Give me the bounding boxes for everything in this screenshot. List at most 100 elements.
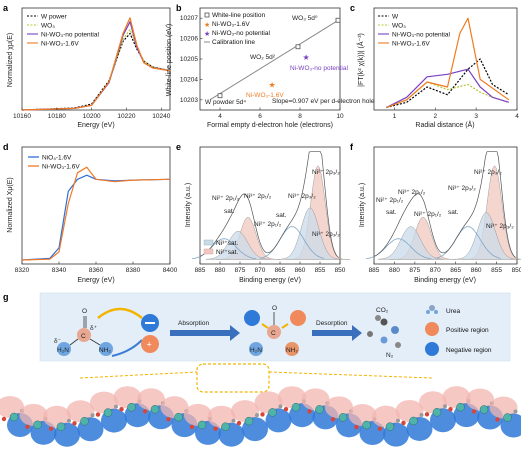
point-label-ni-np: Ni-WO₃-no potential xyxy=(290,65,348,72)
panel-f: f 885 880 875 870 865 860 855 850 Binding energ… xyxy=(350,142,521,284)
panel-b-label: b xyxy=(176,3,182,13)
nh2-left-label: H₂N xyxy=(57,347,69,354)
ni-atom xyxy=(268,408,277,417)
tick-label-d: 8340 xyxy=(52,267,67,274)
tick-label-e: 860 xyxy=(295,267,306,274)
legend-calib: Calibration line xyxy=(212,39,255,46)
plus-sign: + xyxy=(147,340,152,350)
panel-b-xlabel: Formal empty d-electron hole (electrons) xyxy=(207,122,333,129)
point-label-ni-16: Ni-WO₃-1.6V xyxy=(246,92,284,99)
tick-label-f: 860 xyxy=(471,267,482,274)
panel-b-yticks: 10203 10204 10205 10206 10207 xyxy=(180,15,203,104)
bond-cn-left xyxy=(69,338,79,346)
tick-label-d: 8320 xyxy=(15,267,30,274)
ni-atom xyxy=(197,420,207,430)
ytick-label-b: 10207 xyxy=(180,15,198,22)
product-bubble xyxy=(380,318,388,326)
tick-label-f: 875 xyxy=(409,267,420,274)
series-line-d-0 xyxy=(21,174,171,261)
series-line-c-2 xyxy=(386,68,509,109)
f-peak-label-5: Ni²⁺ 2p₁/₂ xyxy=(414,211,442,218)
legend-c-wo3: WO₃ xyxy=(392,23,406,30)
adsorbed-nitrogen-right xyxy=(285,342,299,356)
w-atom xyxy=(67,418,71,423)
e-peak-label-5: Ni²⁺ 2p₁/₂ xyxy=(254,221,282,228)
tick-label-b: 10 xyxy=(336,113,344,120)
oxygen-atom xyxy=(424,412,430,417)
delta-plus-label: δ⁺ xyxy=(90,325,97,332)
tick-label-b: 4 xyxy=(218,113,222,120)
panel-c-xlabel: Radial distance (Å) xyxy=(415,120,474,129)
oxygen-atom xyxy=(330,417,336,422)
f-peak-label-2: Ni³⁺ 2p₃/₂ xyxy=(448,185,476,192)
legend-wo3: WO₃ xyxy=(41,23,55,30)
oxygen-label: O xyxy=(82,308,87,315)
oxygen-atom xyxy=(307,409,312,414)
carbon-atom xyxy=(77,328,91,342)
tick-label-e: 875 xyxy=(235,267,246,274)
legend-w: W power xyxy=(41,14,67,21)
positive-region-ball xyxy=(141,335,159,353)
legend-e-ni2: Ni²⁺sat. xyxy=(216,249,238,256)
tick-label-f: 870 xyxy=(430,267,441,274)
tick-label-e: 870 xyxy=(255,267,266,274)
positive-lobe xyxy=(0,396,24,418)
panel-a-frame xyxy=(21,7,171,111)
f-sat-1: sat. xyxy=(386,209,397,216)
ni-atom xyxy=(338,413,348,422)
adsorbed-nh2-right: NH₂ xyxy=(286,347,298,354)
e-sat-2: sat. xyxy=(276,212,287,219)
zoom-callout-box xyxy=(196,363,270,393)
positive-lobe xyxy=(395,399,424,422)
panel-b-legend: White-line position ★ Ni-WO₃-1.6V ★ Ni-W… xyxy=(204,12,270,46)
panel-c-label: c xyxy=(350,3,355,13)
legend-d-nio: NiO₄-1.6V xyxy=(42,155,72,162)
panel-f-xticks: 885 880 875 870 865 860 855 850 xyxy=(369,261,521,274)
panel-e-frame xyxy=(199,146,341,265)
oxygen-atom xyxy=(260,412,265,417)
panel-f-label: f xyxy=(350,142,354,152)
f-peak-label-1: Ni²⁺ 2p₃/₂ xyxy=(474,169,502,176)
tick-label-a: 10220 xyxy=(117,113,135,120)
ni-atom xyxy=(479,405,489,414)
ni-atom xyxy=(150,405,160,414)
panel-c-xticks: 1 2 3 4 xyxy=(393,107,519,120)
panel-c-ylabel: |FT(k² χ(k))| (Å⁻³) xyxy=(356,33,365,87)
legend-whiteline: White-line position xyxy=(212,12,265,19)
legend-ni16: Ni-WO₃-1.6V xyxy=(212,21,250,28)
tick-label-f: 880 xyxy=(389,267,400,274)
panel-a-xticks: 10160 10180 10200 10220 10240 xyxy=(13,107,171,120)
panel-e-peaks xyxy=(191,151,351,260)
w-atom xyxy=(90,413,95,418)
urea-molecule-left: O C H₂N NH₂ δ⁺ δ⁻ xyxy=(54,308,113,356)
adsorbed-carbon-atom xyxy=(267,325,281,339)
star-ni-16: ★ xyxy=(269,81,276,90)
product-bubble xyxy=(391,326,399,334)
panel-a-series xyxy=(21,17,171,111)
panel-c-series xyxy=(386,17,510,109)
tick-label-c: 3 xyxy=(474,113,478,120)
series-line-a-3 xyxy=(21,17,171,111)
oxygen-atom xyxy=(448,406,453,412)
panel-e: e 885 880 875 870 865 860 855 850 Binding energ… xyxy=(176,142,351,284)
w-atom xyxy=(396,418,400,423)
tick-label-e: 885 xyxy=(195,267,206,274)
sat-peak-e-0 xyxy=(259,226,325,259)
white-line-point xyxy=(295,44,301,50)
legend-d-niwo3: Ni-WO₃-1.6V xyxy=(42,164,80,171)
oxygen-atom xyxy=(213,426,218,431)
positive-lobe xyxy=(442,386,471,409)
ni-atom xyxy=(432,408,442,417)
positive-lobe xyxy=(419,391,447,414)
legend-e-swatch-ni3 xyxy=(203,239,214,246)
panel-d-label: d xyxy=(3,142,9,152)
positive-lobe xyxy=(372,405,400,428)
w-atom xyxy=(278,404,283,409)
positive-lobe xyxy=(278,386,306,409)
sat-peak-f-0 xyxy=(435,226,501,259)
legend-ni-np: Ni-WO₃-no potential xyxy=(41,32,99,39)
carbon-label: C xyxy=(81,333,86,340)
slope-annotation: Slope=0.907 eV per d-electron hole xyxy=(272,98,375,105)
oxygen-atom xyxy=(119,407,124,412)
